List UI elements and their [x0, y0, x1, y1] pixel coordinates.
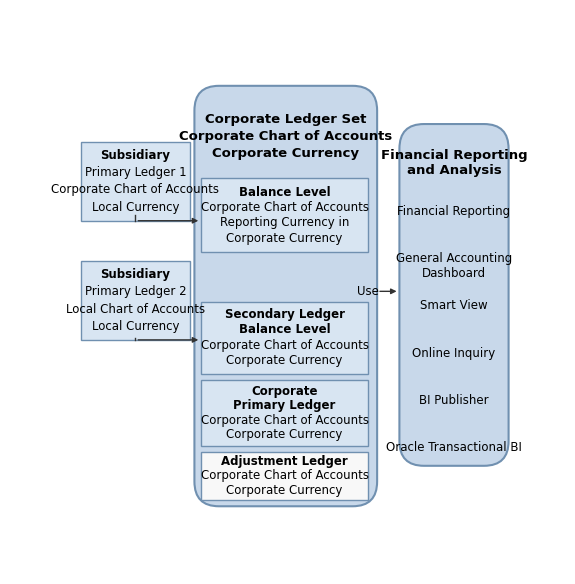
- Text: Primary Ledger 1: Primary Ledger 1: [85, 166, 186, 179]
- FancyBboxPatch shape: [400, 124, 508, 466]
- Text: Corporate Currency: Corporate Currency: [212, 147, 359, 160]
- FancyBboxPatch shape: [194, 86, 377, 506]
- Text: Corporate Currency: Corporate Currency: [227, 484, 343, 497]
- Text: General Accounting
Dashboard: General Accounting Dashboard: [396, 252, 512, 280]
- Text: Corporate Chart of Accounts: Corporate Chart of Accounts: [201, 413, 369, 427]
- Text: Online Inquiry: Online Inquiry: [412, 347, 496, 360]
- Text: Reporting Currency in: Reporting Currency in: [220, 216, 350, 230]
- Text: Balance Level: Balance Level: [239, 186, 331, 199]
- Text: Subsidiary: Subsidiary: [101, 150, 170, 162]
- Text: Adjustment Ledger: Adjustment Ledger: [221, 454, 348, 468]
- FancyBboxPatch shape: [201, 380, 368, 446]
- Text: Local Chart of Accounts: Local Chart of Accounts: [66, 303, 205, 315]
- FancyBboxPatch shape: [201, 178, 368, 252]
- Text: Corporate Chart of Accounts: Corporate Chart of Accounts: [201, 201, 369, 214]
- Text: Financial Reporting: Financial Reporting: [397, 205, 511, 218]
- Text: Corporate Chart of Accounts: Corporate Chart of Accounts: [179, 130, 392, 143]
- Text: Oracle Transactional BI: Oracle Transactional BI: [386, 441, 522, 454]
- Text: Corporate Chart of Accounts: Corporate Chart of Accounts: [201, 339, 369, 352]
- Text: Financial Reporting
and Analysis: Financial Reporting and Analysis: [381, 149, 527, 177]
- Text: Local Currency: Local Currency: [91, 319, 179, 333]
- Text: Use: Use: [356, 285, 378, 298]
- Text: Corporate Chart of Accounts: Corporate Chart of Accounts: [51, 183, 220, 196]
- Text: Subsidiary: Subsidiary: [101, 269, 170, 281]
- FancyBboxPatch shape: [81, 142, 190, 221]
- Text: Corporate Currency: Corporate Currency: [227, 428, 343, 441]
- Text: Balance Level: Balance Level: [239, 324, 331, 336]
- Text: Secondary Ledger: Secondary Ledger: [225, 308, 344, 321]
- Text: Primary Ledger: Primary Ledger: [233, 399, 336, 412]
- FancyBboxPatch shape: [201, 302, 368, 374]
- Text: Primary Ledger 2: Primary Ledger 2: [85, 286, 186, 298]
- Text: BI Publisher: BI Publisher: [419, 394, 489, 407]
- FancyBboxPatch shape: [81, 261, 190, 340]
- Text: Corporate Ledger Set: Corporate Ledger Set: [205, 113, 366, 126]
- Text: Corporate Currency: Corporate Currency: [227, 354, 343, 367]
- Text: Corporate: Corporate: [251, 385, 318, 398]
- Text: Smart View: Smart View: [420, 300, 488, 312]
- Text: Local Currency: Local Currency: [91, 200, 179, 214]
- Text: Corporate Currency: Corporate Currency: [227, 231, 343, 245]
- FancyBboxPatch shape: [201, 453, 368, 499]
- Text: Corporate Chart of Accounts: Corporate Chart of Accounts: [201, 470, 369, 482]
